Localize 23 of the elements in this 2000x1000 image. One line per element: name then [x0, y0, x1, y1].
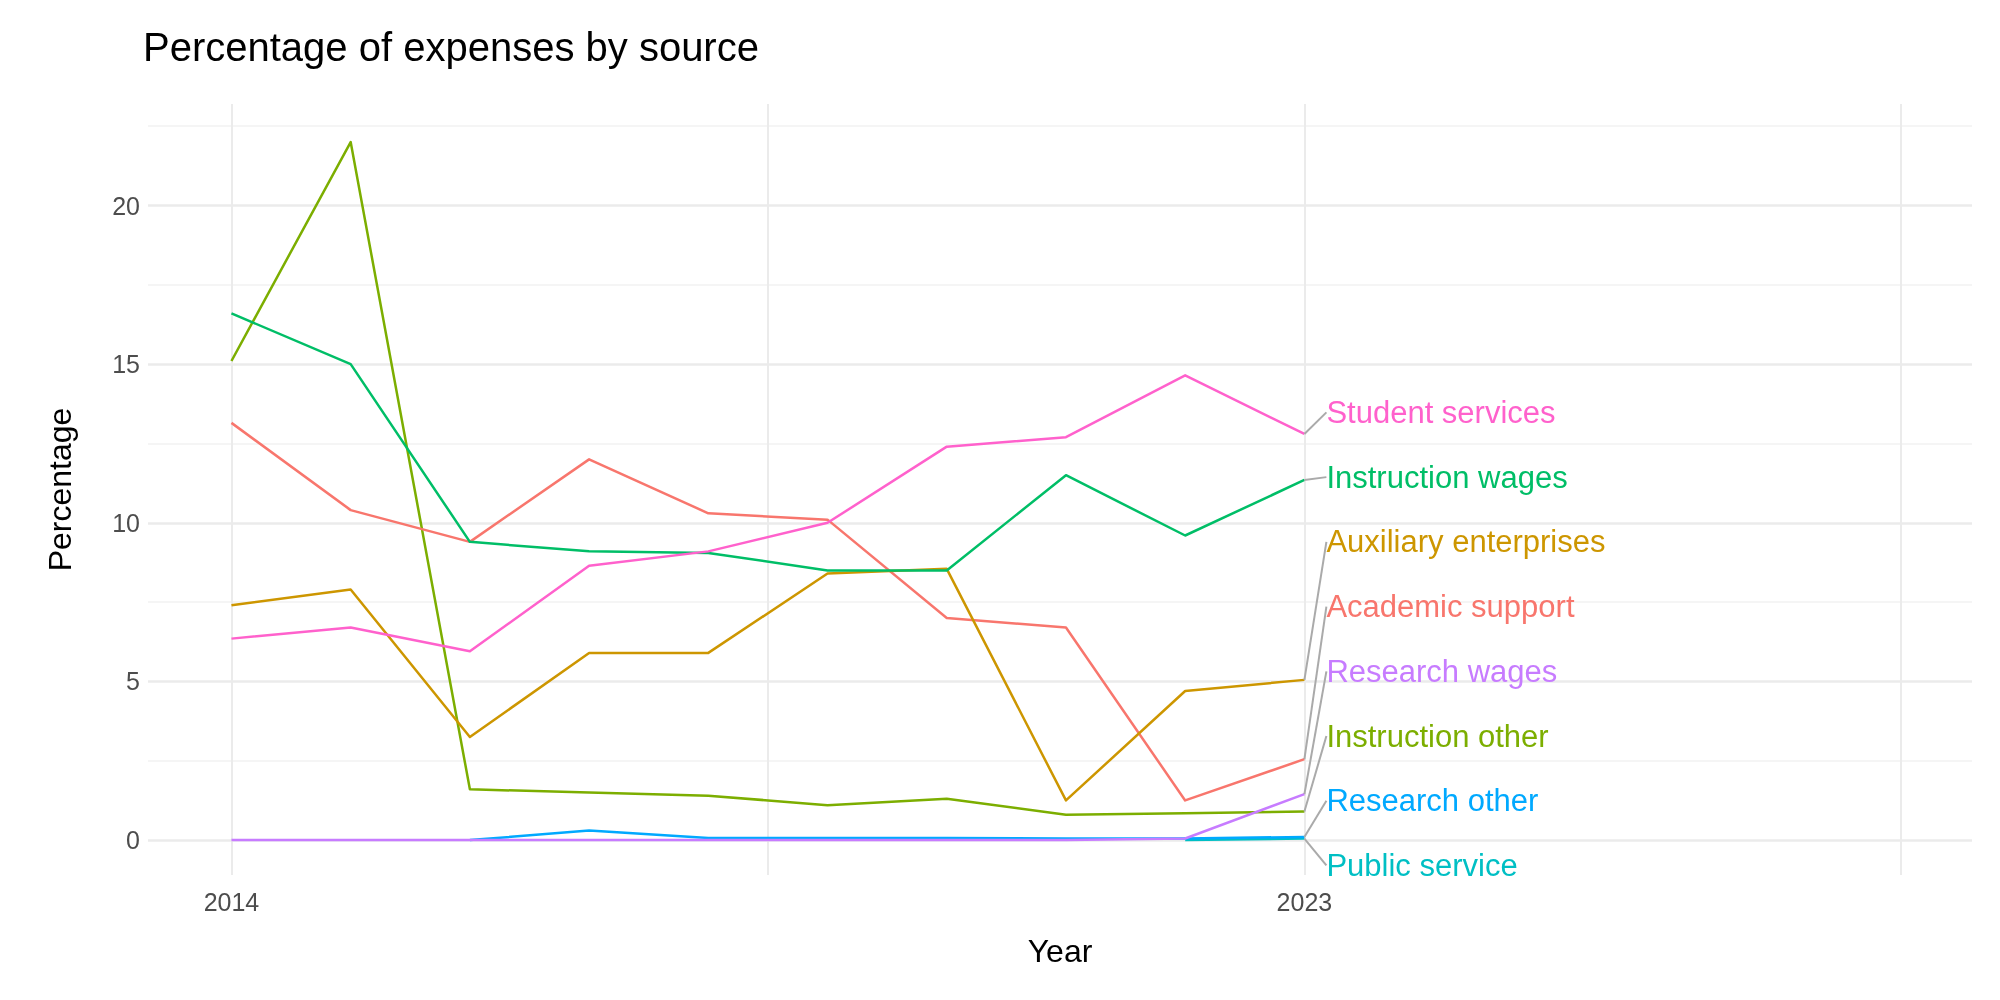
- line-series: [230, 374, 1306, 653]
- y-axis-title: Percentage: [42, 407, 78, 572]
- line-series: [230, 140, 1306, 816]
- series-label: Student services: [1326, 394, 1556, 430]
- line-series: [230, 421, 1306, 802]
- y-tick-label: 20: [112, 191, 140, 220]
- line-series: [230, 567, 1306, 802]
- x-tick-label: 2023: [1276, 887, 1333, 916]
- series-label: Instruction wages: [1326, 459, 1568, 495]
- y-tick-label: 0: [126, 826, 140, 855]
- text: Research wages: [1326, 653, 1558, 689]
- series-label: Research other: [1326, 783, 1539, 819]
- line-series: [230, 312, 1306, 572]
- y-tick-label: 15: [112, 350, 140, 379]
- chart-title: Percentage of expenses by source: [143, 25, 759, 69]
- text: Auxiliary enterprises: [1326, 524, 1606, 560]
- text: Instruction other: [1326, 718, 1549, 754]
- y-tick-label: 10: [112, 508, 140, 537]
- series-label: Public service: [1326, 847, 1518, 883]
- text: Academic support: [1326, 589, 1575, 625]
- x-tick-label: 2014: [203, 887, 260, 916]
- x-axis-title: Year: [1027, 933, 1093, 969]
- y-tick-label: 5: [126, 667, 140, 696]
